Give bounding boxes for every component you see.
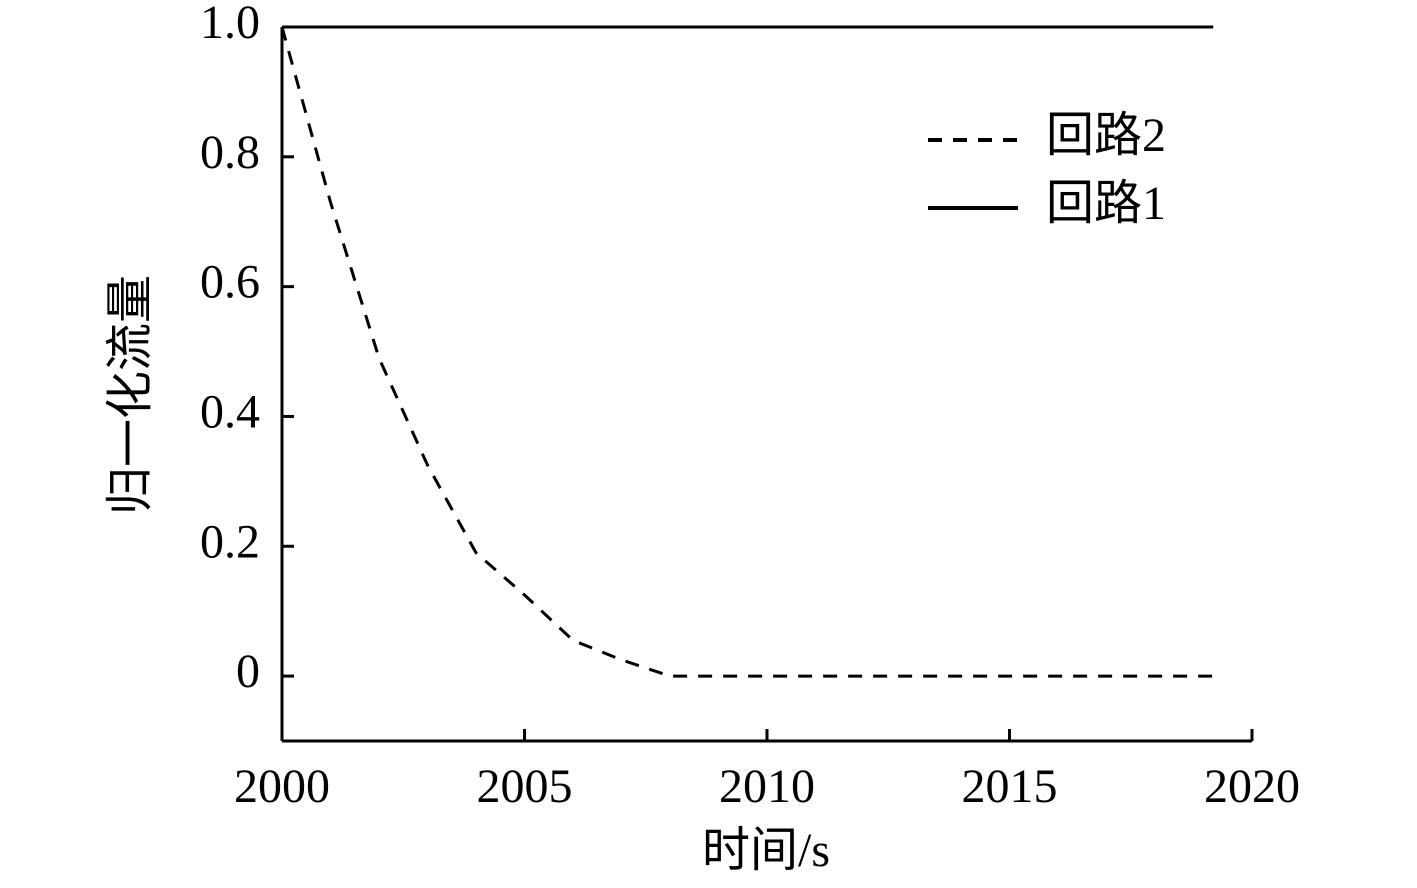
x-tick-label: 2015 [962, 760, 1058, 813]
x-tick-label: 2020 [1204, 760, 1300, 813]
series-line [280, 26, 1214, 678]
y-tick-label: 0.8 [200, 126, 260, 179]
legend-label: 回路1 [1046, 177, 1166, 230]
legend-label: 回路2 [1046, 109, 1166, 162]
x-axis-label: 时间/s [702, 824, 830, 877]
x-tick-label: 2010 [719, 760, 815, 813]
y-tick-label: 1.0 [200, 0, 260, 49]
y-tick-label: 0.6 [200, 256, 260, 309]
y-tick-label: 0 [236, 645, 260, 698]
x-tick-label: 2000 [234, 760, 330, 813]
x-tick-label: 2005 [477, 760, 573, 813]
y-tick-label: 0.4 [200, 385, 260, 438]
y-axis-label: 归一化流量 [104, 275, 157, 515]
y-tick-label: 0.2 [200, 515, 260, 568]
